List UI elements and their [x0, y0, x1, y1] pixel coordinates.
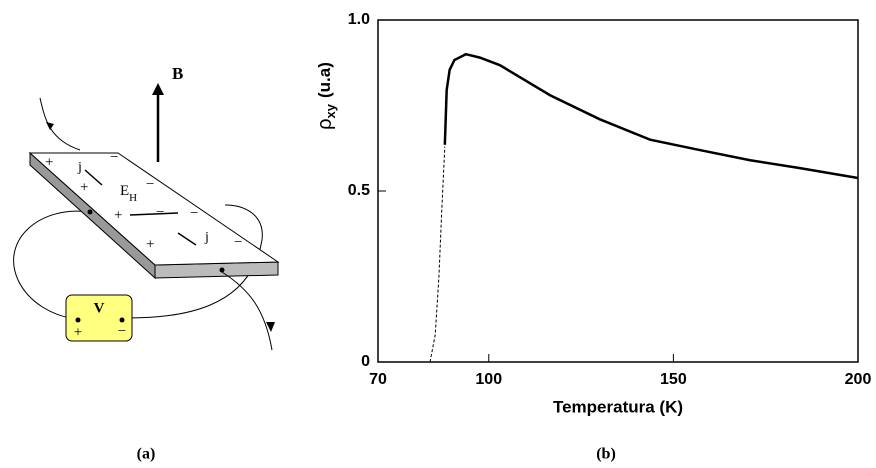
arrow-head: [152, 83, 164, 95]
eh-subscript: H: [129, 192, 137, 204]
wire: [39, 97, 81, 151]
minus-charge: −: [156, 204, 164, 220]
minus-charge: −: [110, 149, 118, 165]
wire: [221, 271, 273, 351]
panel-label: (a): [137, 446, 156, 463]
minus-charge: −: [146, 176, 154, 192]
slab-top: [28, 152, 280, 266]
x-tick-label: 70: [369, 371, 387, 388]
terminal: [75, 317, 81, 323]
j-label: j: [77, 160, 82, 175]
eh-symbol: E: [120, 183, 129, 199]
voltmeter-label: V: [94, 300, 105, 316]
panel-label: (b): [596, 446, 616, 463]
arrow-head: [46, 122, 54, 130]
x-tick-label: 100: [475, 371, 502, 388]
b-label: B: [172, 64, 183, 83]
plus-charge: +: [45, 154, 53, 170]
arrow-head: [266, 322, 275, 332]
minus-charge: −: [190, 205, 198, 221]
e-arrow: [129, 212, 179, 216]
eh-label: EH: [120, 183, 137, 203]
y-unit: (u.a): [315, 62, 334, 98]
y-tick-label: 0.5: [348, 182, 370, 199]
plus-charge: +: [80, 179, 88, 195]
y-tick-label: 0: [361, 353, 370, 370]
j-arrow: [84, 169, 103, 186]
voltmeter-plus: +: [74, 324, 82, 340]
y-symbol: ρ: [314, 118, 336, 129]
x-axis-title: Temperatura (K): [553, 397, 683, 416]
contact: [87, 209, 93, 215]
contact: [219, 267, 225, 273]
x-tick-label: 200: [845, 371, 872, 388]
y-axis-title: ρxy (u.a): [314, 62, 338, 130]
y-subscript: xy: [323, 103, 338, 118]
wire: [13, 210, 91, 319]
j-label: j: [204, 230, 209, 245]
terminal: [119, 317, 125, 323]
minus-charge: −: [234, 234, 242, 250]
plus-charge: +: [114, 207, 122, 223]
data-line: [443, 52, 859, 180]
voltmeter: [65, 294, 133, 342]
hall-diagram: B j j EH + + + + − − − − − V + − (a): [13, 64, 280, 463]
x-tick-label: 150: [660, 371, 687, 388]
j-arrow: [177, 232, 197, 246]
plus-charge: +: [146, 236, 154, 252]
y-tick-label: 1.0: [348, 11, 370, 28]
data-line: [429, 146, 446, 363]
voltmeter-minus: −: [118, 323, 126, 339]
